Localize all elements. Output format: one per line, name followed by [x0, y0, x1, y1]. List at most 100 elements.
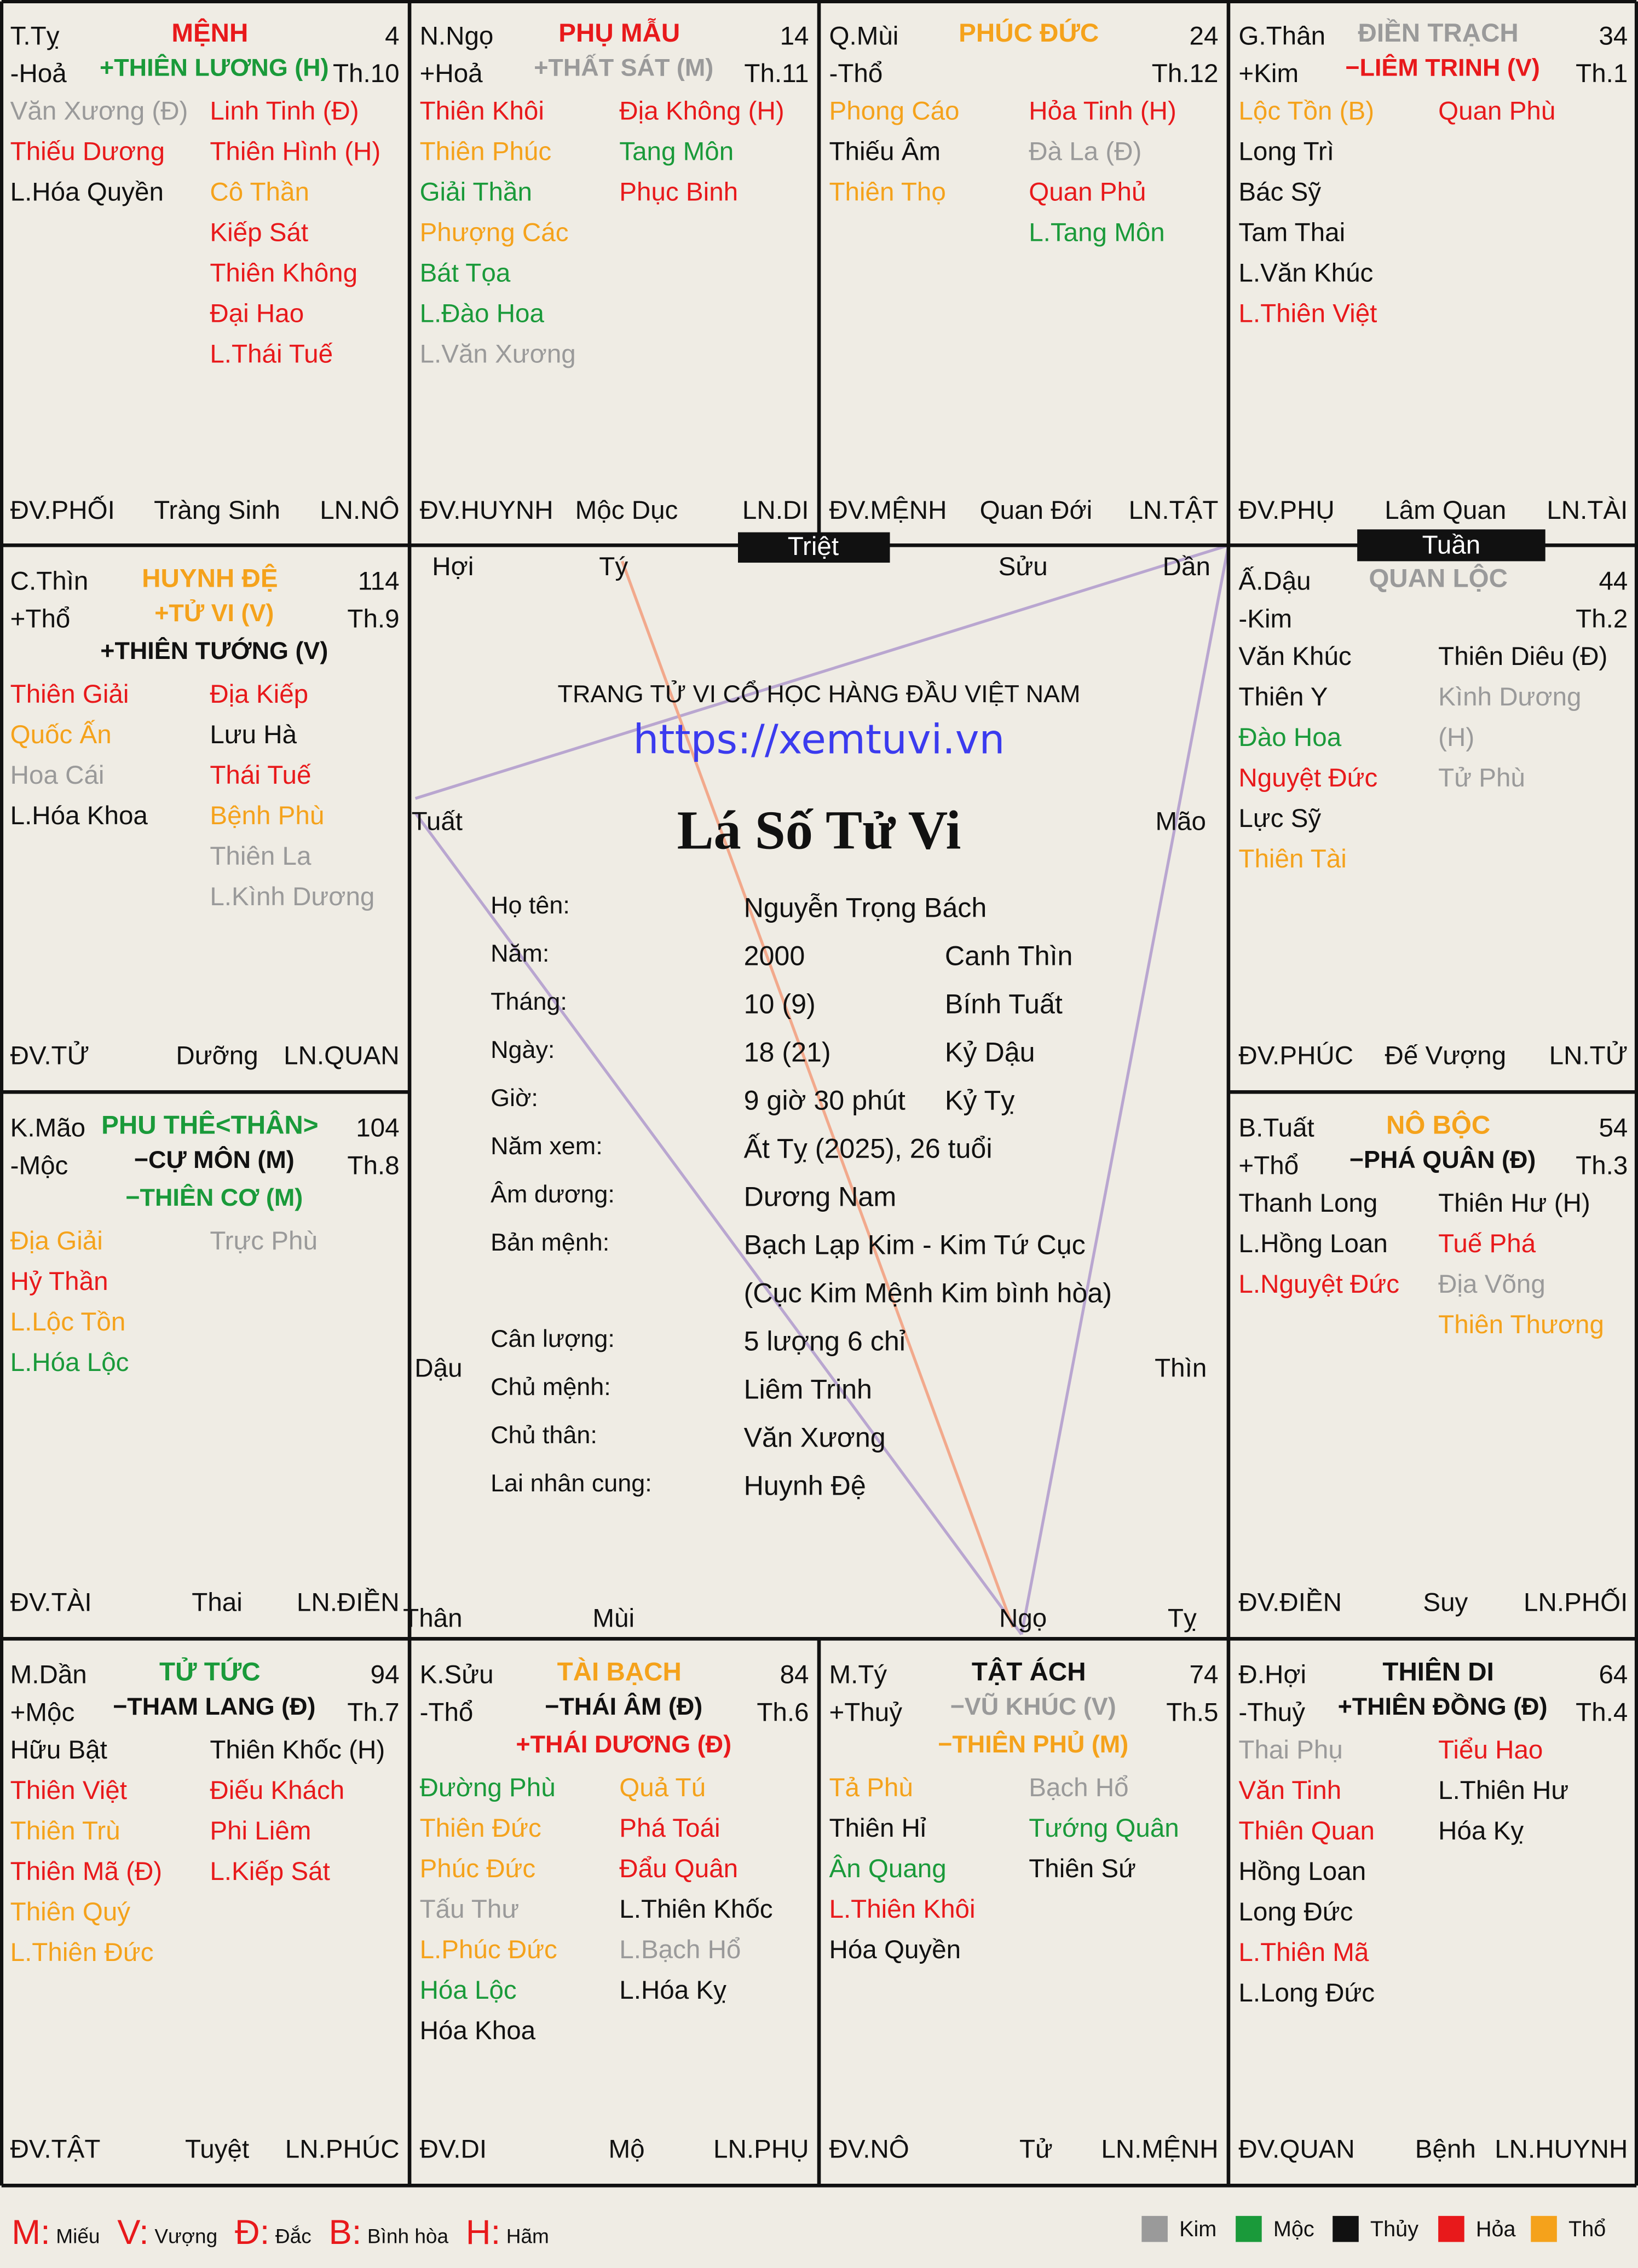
branch-corner: Sửu — [999, 552, 1048, 581]
info-label: Tháng: — [491, 987, 567, 1015]
info-value: (Cục Kim Mệnh Kim bình hòa) — [744, 1278, 1112, 1309]
month: Th.11 — [744, 59, 809, 88]
branch: T.Tỵ — [10, 21, 60, 50]
grid — [0, 0, 1638, 2188]
branch: B.Tuất — [1238, 1114, 1314, 1143]
star: L.Hồng Loan — [1238, 1229, 1387, 1258]
star: Hỏa Tinh (H) — [1029, 97, 1176, 126]
branch-corner: Tý — [599, 552, 628, 581]
star: Thiên Y — [1238, 682, 1328, 711]
palace-name: HUYNH ĐỆ — [142, 563, 278, 593]
star: Thiên Không — [210, 259, 357, 288]
luu-nien: LN.TỬ — [1549, 1040, 1628, 1070]
star: Địa Không (H) — [619, 97, 784, 126]
legend-text: Vượng — [154, 2225, 217, 2247]
stage: Mộc Dục — [575, 496, 678, 525]
branch: M.Dần — [10, 1660, 87, 1690]
branch: K.Mão — [10, 1114, 85, 1143]
star: L.Lộc Tồn — [10, 1307, 126, 1336]
info-extra: Bính Tuất — [945, 989, 1063, 1020]
luu-nien: LN.ĐIỀN — [297, 1587, 400, 1617]
luu-nien: LN.DI — [742, 496, 809, 525]
star: Đại Hao — [210, 299, 304, 328]
main-star: −THÁI ÂM (Đ) — [545, 1692, 702, 1720]
element: -Thuỷ — [1238, 1698, 1305, 1727]
branch-corner: Ngọ — [999, 1604, 1047, 1633]
star: Địa Giải — [10, 1226, 103, 1256]
star: Tấu Thư — [420, 1895, 520, 1924]
info-extra: Canh Thìn — [945, 941, 1073, 971]
star: Địa Võng — [1438, 1270, 1545, 1299]
palace-name: MỆNH — [171, 18, 248, 48]
palace-number: 84 — [780, 1660, 809, 1690]
star: Phong Cáo — [829, 97, 960, 126]
element: -Thổ — [420, 1698, 474, 1727]
palace-number: 54 — [1599, 1114, 1628, 1143]
main-star: −THIÊN CƠ (M) — [125, 1183, 303, 1211]
star: Thiên Khốc (H) — [210, 1735, 385, 1764]
legend-element: Thủy — [1370, 2217, 1418, 2241]
star: Đẩu Quân — [619, 1854, 738, 1883]
legend-letter: H: — [466, 2213, 500, 2252]
star: Bát Tọa — [420, 259, 511, 288]
star: L.Thiên Khốc — [619, 1895, 772, 1924]
palace-number: 64 — [1599, 1660, 1628, 1690]
legend-element: Mộc — [1273, 2217, 1314, 2241]
branch: G.Thân — [1238, 21, 1325, 50]
star: Văn Xương (Đ) — [10, 97, 188, 126]
info-label: Cân lượng: — [491, 1324, 615, 1352]
month: Th.8 — [347, 1151, 399, 1180]
star: L.Hóa Lộc — [10, 1348, 129, 1377]
star: Tiểu Hao — [1438, 1735, 1543, 1764]
element: +Kim — [1238, 59, 1299, 88]
month: Th.12 — [1152, 59, 1219, 88]
star: Thai Phụ — [1238, 1735, 1342, 1764]
palace-number: 4 — [385, 21, 399, 50]
element: +Thổ — [1238, 1151, 1299, 1180]
star: Hóa Khoa — [420, 2016, 536, 2045]
branch-corner: Mùi — [592, 1604, 635, 1633]
info-value: 10 (9) — [744, 989, 816, 1020]
element: +Thuỷ — [829, 1698, 903, 1727]
dai-van: ĐV.TỬ — [10, 1040, 90, 1070]
branch: K.Sửu — [420, 1660, 494, 1690]
star: Phượng Các — [420, 218, 569, 247]
legend-swatch — [1438, 2215, 1464, 2242]
star: Thiên Mã (Đ) — [10, 1857, 163, 1886]
star: Ân Quang — [829, 1854, 947, 1883]
legend-letter: M: — [11, 2213, 50, 2252]
legend-swatch — [1236, 2215, 1262, 2242]
title: Lá Số Tử Vi — [677, 800, 961, 861]
palace-number: 34 — [1599, 21, 1628, 50]
main-star: −PHÁ QUÂN (Đ) — [1349, 1145, 1536, 1173]
info-label: Năm: — [491, 939, 549, 967]
dai-van: ĐV.PHÚC — [1238, 1040, 1353, 1070]
triet-box — [738, 532, 890, 563]
info-value: Dương Nam — [744, 1182, 897, 1212]
star: Phá Toái — [619, 1814, 720, 1843]
star: L.Văn Xương — [420, 340, 576, 369]
legend-letter: B: — [328, 2213, 361, 2252]
star: Đà La (Đ) — [1029, 137, 1141, 166]
main-star: +THIÊN TƯỚNG (V) — [100, 637, 328, 664]
star: Tuế Phá — [1438, 1229, 1536, 1258]
star: Thiên Khôi — [420, 97, 544, 126]
stage: Tử — [1019, 2134, 1053, 2163]
info-value: Văn Xương — [744, 1422, 886, 1453]
main-star: −THIÊN PHỦ (M) — [938, 1730, 1128, 1758]
luu-nien: LN.MỆNH — [1101, 2134, 1218, 2163]
info-label: Chủ mệnh: — [491, 1373, 611, 1401]
main-star: +THÁI DƯƠNG (Đ) — [516, 1730, 731, 1758]
branch-corner: Thân — [403, 1604, 462, 1633]
star: L.Thiên Việt — [1238, 299, 1377, 328]
info-label: Năm xem: — [491, 1132, 603, 1160]
star: L.Thái Tuế — [210, 340, 333, 369]
palace-name: PHU THÊ<THÂN> — [101, 1109, 318, 1139]
legend-swatch — [1141, 2215, 1168, 2242]
star: L.Thiên Mã — [1238, 1938, 1369, 1967]
month: Th.7 — [347, 1698, 399, 1727]
info-label: Họ tên: — [491, 891, 570, 919]
star: Thiên Tài — [1238, 844, 1346, 873]
star: Thái Tuế — [210, 761, 311, 790]
palace-name: QUAN LỘC — [1369, 563, 1508, 593]
